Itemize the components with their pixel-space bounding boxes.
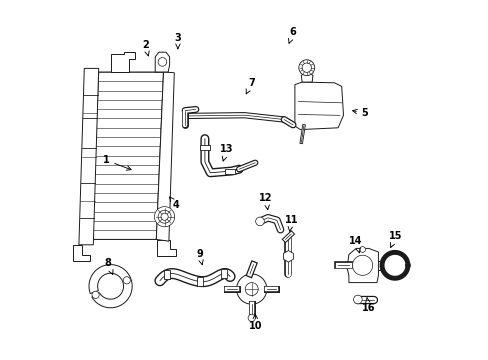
Circle shape [161, 213, 168, 220]
Polygon shape [73, 245, 89, 261]
Circle shape [352, 255, 372, 275]
Text: 10: 10 [248, 314, 262, 331]
Circle shape [92, 291, 99, 298]
Bar [200, 145, 209, 150]
Polygon shape [294, 82, 343, 130]
Polygon shape [346, 248, 378, 283]
Bar [221, 269, 226, 278]
Text: 15: 15 [388, 231, 402, 247]
Circle shape [158, 210, 171, 223]
Polygon shape [111, 52, 134, 72]
Text: 16: 16 [361, 297, 375, 313]
Circle shape [244, 283, 258, 296]
Polygon shape [156, 72, 174, 241]
Bar [197, 277, 203, 286]
Text: 4: 4 [169, 197, 179, 210]
Circle shape [247, 314, 255, 321]
Circle shape [353, 295, 362, 304]
Text: 3: 3 [174, 33, 181, 49]
Text: 5: 5 [352, 108, 368, 118]
Circle shape [298, 60, 314, 76]
Text: 6: 6 [288, 27, 296, 43]
Circle shape [154, 207, 174, 227]
Circle shape [123, 277, 130, 284]
Text: 14: 14 [348, 236, 362, 253]
Text: 8: 8 [104, 258, 113, 274]
Polygon shape [283, 251, 293, 262]
Polygon shape [79, 68, 99, 245]
Polygon shape [155, 52, 169, 72]
Bar [164, 270, 169, 279]
Circle shape [236, 274, 266, 304]
Text: 13: 13 [219, 144, 233, 161]
Circle shape [359, 247, 365, 252]
Polygon shape [301, 72, 312, 82]
Circle shape [302, 63, 311, 72]
Text: 12: 12 [259, 193, 272, 210]
Text: 11: 11 [284, 215, 298, 231]
Text: 2: 2 [142, 40, 149, 56]
Polygon shape [157, 240, 176, 256]
Text: 9: 9 [196, 249, 203, 265]
Bar [224, 169, 235, 174]
Text: 1: 1 [102, 155, 131, 170]
Text: 7: 7 [245, 78, 255, 94]
Polygon shape [89, 265, 132, 308]
Polygon shape [91, 72, 163, 239]
Circle shape [255, 217, 264, 226]
